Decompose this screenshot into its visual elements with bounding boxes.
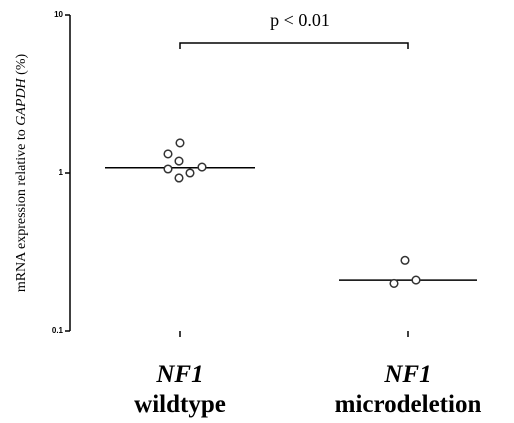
category-label: wildtype	[134, 391, 226, 418]
category-gene: NF1	[155, 361, 203, 388]
y-axis-label: mRNA expression relative to GAPDH (%)	[14, 53, 29, 292]
data-point	[400, 255, 410, 265]
category-gene: NF1	[383, 361, 431, 388]
data-point	[175, 138, 185, 148]
data-point	[174, 156, 184, 166]
y-label-part: (%)	[14, 53, 29, 78]
data-point	[389, 278, 399, 288]
data-point	[185, 168, 195, 178]
data-point	[163, 149, 173, 159]
annotation: p < 0.01	[270, 10, 330, 30]
significance-bracket	[179, 42, 409, 49]
y-tick-label: 0.1	[52, 326, 64, 335]
category-label: microdeletion	[335, 391, 482, 418]
data-point	[163, 164, 173, 174]
x-tick-label: NF1 wildtype	[134, 361, 226, 418]
y-tick-label: 10	[54, 10, 63, 19]
data-point	[411, 275, 421, 285]
y-label-part: GAPDH	[14, 77, 29, 125]
y-tick-label: 1	[59, 168, 64, 177]
y-label-part: mRNA expression relative to	[14, 126, 29, 292]
data-point	[197, 162, 207, 172]
data-point	[174, 173, 184, 183]
x-tick-label: NF1 microdeletion	[335, 361, 482, 418]
